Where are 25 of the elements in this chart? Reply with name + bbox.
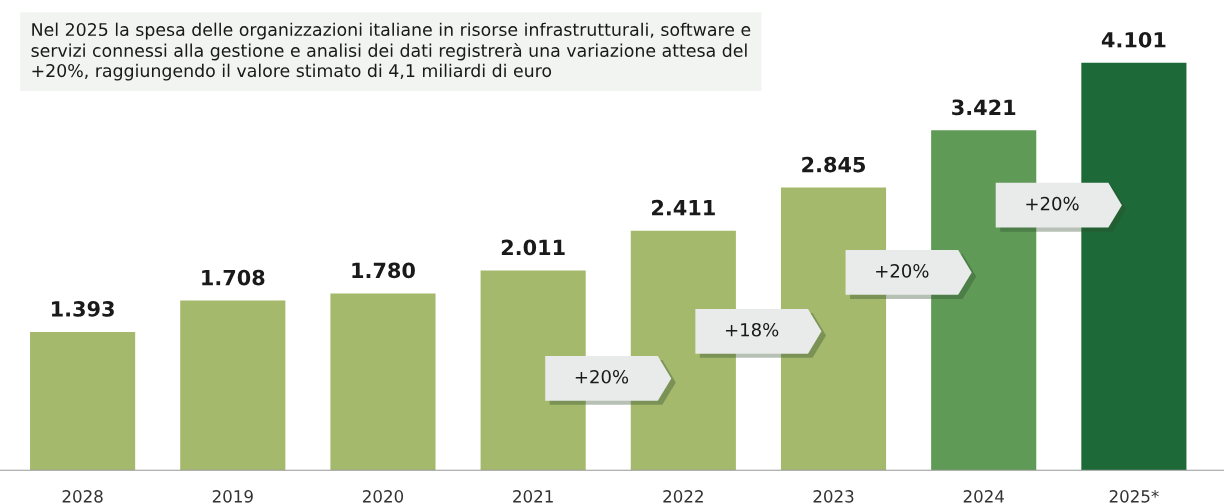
annotation: +20% (876, 263, 929, 278)
x-tick-label: 2023 (813, 490, 854, 503)
bar (1081, 62, 1187, 471)
data-label: 1.780 (352, 262, 415, 279)
data-label: 1.393 (52, 300, 114, 317)
chart-title: Nel 2025 la spesa delle organizzazioni italiane in risorse infrastrutturali, software e servizi connessi alla gestione e analisi dei dati registrerà una variazione attesa del +20%, raggiungendo il valore stimato di 4,1 miliardi di euro (31, 22, 751, 81)
bar (180, 300, 286, 471)
bar (330, 293, 436, 471)
x-tick-label: 2024 (963, 490, 1004, 503)
data-label: 2.411 (652, 199, 715, 216)
x-tick-label: 2019 (212, 490, 253, 503)
x-tick-label: 2025* (1109, 490, 1159, 503)
data-label: 4.101 (1101, 31, 1166, 48)
annotation: +20% (1026, 196, 1079, 211)
data-label: 2.011 (501, 239, 565, 256)
annotation: +18% (725, 322, 779, 337)
data-label: 2.845 (802, 156, 866, 173)
x-tick-label: 2021 (513, 490, 553, 503)
annotation: +20% (575, 369, 629, 384)
bar (30, 331, 136, 471)
x-tick-label: 2028 (62, 490, 103, 503)
data-label: 1.708 (202, 269, 265, 286)
x-tick-label: 2022 (663, 490, 703, 503)
data-label: 3.421 (952, 99, 1016, 116)
x-tick-label: 2020 (362, 490, 404, 503)
